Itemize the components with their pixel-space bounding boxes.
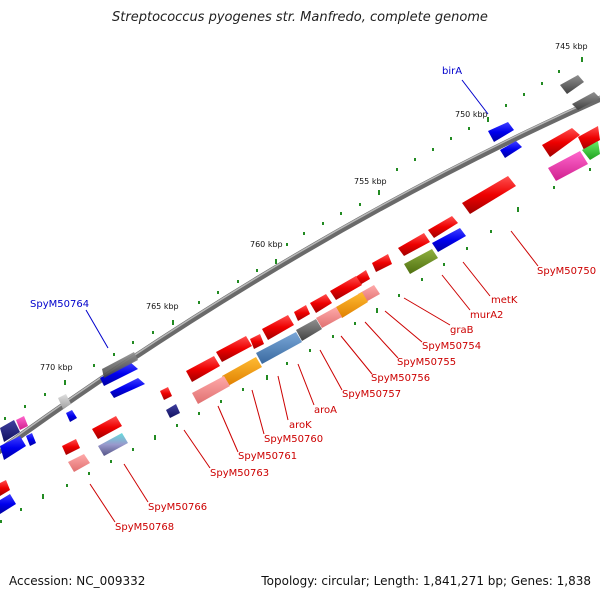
- gene-arrow: [428, 216, 458, 238]
- gene-label-SpyM50755[interactable]: SpyM50755: [397, 357, 456, 368]
- gene-arrow: [316, 307, 342, 328]
- gene-arrow: [330, 276, 362, 300]
- gene-label-SpyM50757[interactable]: SpyM50757: [342, 389, 401, 400]
- gene-label-SpyM50768[interactable]: SpyM50768: [115, 522, 174, 533]
- gene-label-SpyM50766[interactable]: SpyM50766: [148, 502, 207, 513]
- gene-label-SpyM50754[interactable]: SpyM50754: [422, 341, 481, 352]
- inner-track-features: [0, 126, 600, 514]
- gene-arrow: [572, 92, 600, 110]
- gene-arrow: [0, 494, 16, 514]
- kbp-labels: 745 kbp 750 kbp 755 kbp 760 kbp 765 kbp …: [40, 42, 588, 372]
- gene-label-SpyM50750[interactable]: SpyM50750: [537, 266, 596, 277]
- genome-backbone: [0, 95, 600, 455]
- gene-arrow: [310, 294, 332, 313]
- gene-arrow: [0, 480, 10, 496]
- gene-label-murA2[interactable]: murA2: [470, 310, 503, 321]
- gene-arrow: [102, 352, 138, 378]
- gene-label-SpyM50761[interactable]: SpyM50761: [238, 451, 297, 462]
- gene-arrow: [398, 233, 430, 256]
- gene-arrow: [110, 378, 145, 398]
- gene-arrow: [432, 228, 466, 252]
- gene-arrow: [250, 334, 264, 349]
- inner-ruler-ticks: [0, 168, 591, 523]
- gene-arrow: [92, 416, 122, 439]
- gene-arrow: [66, 410, 77, 422]
- gene-arrow: [160, 387, 172, 400]
- gene-label-birA[interactable]: birA: [442, 66, 462, 77]
- gene-label-SpyM50756[interactable]: SpyM50756: [371, 373, 430, 384]
- gene-label-metK[interactable]: metK: [491, 295, 518, 306]
- label-leader-lines: [85, 79, 539, 523]
- gene-arrow: [68, 454, 90, 472]
- gene-arrow: [548, 151, 588, 181]
- tick-label-760: 760 kbp: [250, 240, 283, 249]
- tick-label-770: 770 kbp: [40, 363, 73, 372]
- gene-label-graB[interactable]: graB: [450, 325, 474, 336]
- map-title: Streptococcus pyogenes str. Manfredo, co…: [112, 10, 488, 25]
- gene-arrow: [16, 416, 28, 430]
- gene-label-SpyM50764[interactable]: SpyM50764: [30, 299, 89, 310]
- gene-arrow: [542, 128, 580, 157]
- gene-arrow: [98, 433, 128, 456]
- gene-arrow: [296, 319, 322, 341]
- gene-arrow: [462, 176, 516, 214]
- gene-label-SpyM50760[interactable]: SpyM50760: [264, 434, 323, 445]
- gene-arrow: [488, 122, 514, 142]
- outer-track-features: [0, 75, 600, 460]
- gene-arrow: [500, 141, 522, 158]
- gene-arrow: [336, 292, 368, 318]
- tick-label-745: 745 kbp: [555, 42, 588, 51]
- gene-arrow: [166, 404, 180, 418]
- gene-arrow: [404, 249, 438, 274]
- gene-arrow: [0, 436, 26, 460]
- gene-label-aroK[interactable]: aroK: [289, 420, 312, 431]
- genome-summary-text: Topology: circular; Length: 1,841,271 bp…: [261, 574, 591, 588]
- gene-arrow: [100, 362, 138, 386]
- gene-arrow: [578, 126, 600, 150]
- gene-arrow: [582, 141, 600, 160]
- gene-arrow: [26, 433, 36, 446]
- gene-arrow: [216, 336, 252, 362]
- gene-arrow: [62, 439, 80, 455]
- gene-arrow: [294, 305, 310, 321]
- gene-arrow: [372, 254, 392, 272]
- tick-label-750: 750 kbp: [455, 110, 488, 119]
- gene-arrow: [256, 332, 302, 364]
- gene-arrow: [186, 356, 220, 382]
- accession-text: Accession: NC_009332: [9, 574, 146, 588]
- gene-arrow: [192, 376, 230, 404]
- gene-label-aroA[interactable]: aroA: [314, 405, 337, 416]
- genome-backbone-highlight: [0, 96, 600, 450]
- gene-arrow: [560, 75, 584, 94]
- tick-label-755: 755 kbp: [354, 177, 387, 186]
- gene-arrow: [262, 315, 294, 340]
- ruler-ticks: [4, 57, 583, 420]
- gene-arrow: [0, 420, 20, 442]
- gene-labels: birA SpyM50764 SpyM50750 metK murA2 graB…: [30, 66, 596, 533]
- tick-label-765: 765 kbp: [146, 302, 179, 311]
- gene-arrow: [222, 357, 262, 386]
- gene-label-SpyM50763[interactable]: SpyM50763: [210, 468, 269, 479]
- gene-arrow: [58, 394, 71, 409]
